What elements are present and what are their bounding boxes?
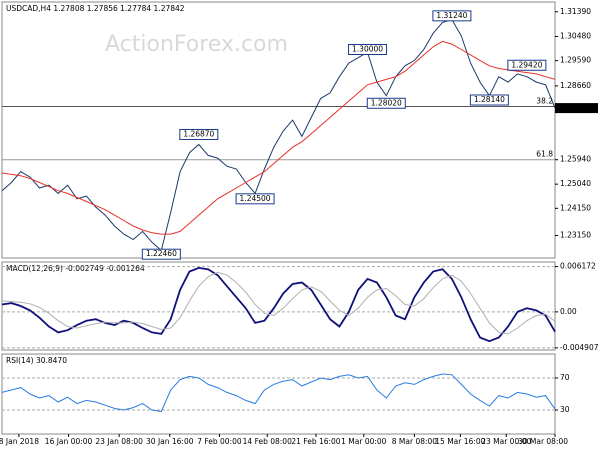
x-tick-label: 15 Mar 16:00 [435, 437, 485, 446]
x-tick-label: 7 Feb 00:00 [197, 437, 242, 446]
series-line [1, 266, 556, 343]
annotation-box [432, 10, 472, 22]
y-tick-label: 1.23150 [560, 230, 591, 239]
x-tick-label: 30 Mar 08:00 [518, 437, 568, 446]
watermark: ActionForex.com [105, 32, 288, 57]
x-tick-label: 30 Jan 16:00 [146, 437, 194, 446]
annotation-label: 1.31240 [436, 11, 467, 20]
y-tick-label: 1.29590 [560, 56, 591, 65]
panel-frame [1, 261, 556, 351]
x-tick-label: 23 Jan 08:00 [95, 437, 143, 446]
annotation-box [507, 59, 547, 71]
annotation-box [348, 44, 388, 56]
panel-title: RSI(14) 30.8470 [6, 356, 67, 365]
y-tick-label: 30 [560, 405, 570, 414]
annotation-label: 1.24500 [240, 194, 271, 203]
panel-frame [1, 353, 556, 435]
y-tick-label: 1.30480 [560, 31, 591, 40]
y-tick-label: -0.004907 [560, 343, 599, 352]
y-tick-label: 0.00 [560, 307, 577, 316]
y-tick-label: 1.24150 [560, 203, 591, 212]
level-label: 61.8 [536, 150, 553, 159]
level-label: 38.2 [536, 97, 553, 106]
y-tick-label: 0.006172 [560, 262, 596, 271]
x-tick-label: 1 Mar 00:00 [341, 437, 387, 446]
x-tick-label: 23 Mar 00:00 [481, 437, 531, 446]
series-line [1, 271, 556, 335]
last-price-box [555, 103, 598, 114]
annotation-label: 1.26870 [183, 129, 214, 138]
panel-frame [1, 1, 556, 259]
x-tick-label: 16 Jan 00:00 [45, 437, 93, 446]
annotation-label: 1.28140 [474, 95, 505, 104]
annotation-box [235, 193, 275, 205]
series-line [1, 373, 556, 413]
last-price-label: 1.27842 [560, 103, 591, 112]
x-tick-label: 14 Feb 08:00 [243, 437, 292, 446]
annotation-box [366, 97, 406, 109]
y-tick-label: 1.31390 [560, 7, 591, 16]
y-tick-label: 1.25040 [560, 179, 591, 188]
panel-title: USDCAD,H4 1.27808 1.27856 1.27784 1.2784… [6, 4, 185, 13]
annotation-box [469, 94, 509, 106]
annotation-label: 1.29420 [511, 60, 542, 69]
annotation-label: 1.28020 [371, 98, 402, 107]
x-tick-label: 8 Jan 2018 [0, 437, 39, 446]
annotation-label: 1.22460 [146, 249, 177, 258]
annotation-label: 1.30000 [352, 45, 383, 54]
x-tick-label: 21 Feb 16:00 [291, 437, 340, 446]
series-line [1, 40, 556, 235]
annotation-box [179, 128, 219, 140]
panel-title: MACD(12,26,9) -0.002749 -0.001264 [6, 264, 145, 273]
annotation-box [141, 248, 181, 260]
y-tick-label: 1.28660 [560, 81, 591, 90]
y-tick-label: 1.25940 [560, 155, 591, 164]
x-tick-label: 8 Mar 08:00 [392, 437, 438, 446]
y-tick-label: 70 [560, 373, 570, 382]
